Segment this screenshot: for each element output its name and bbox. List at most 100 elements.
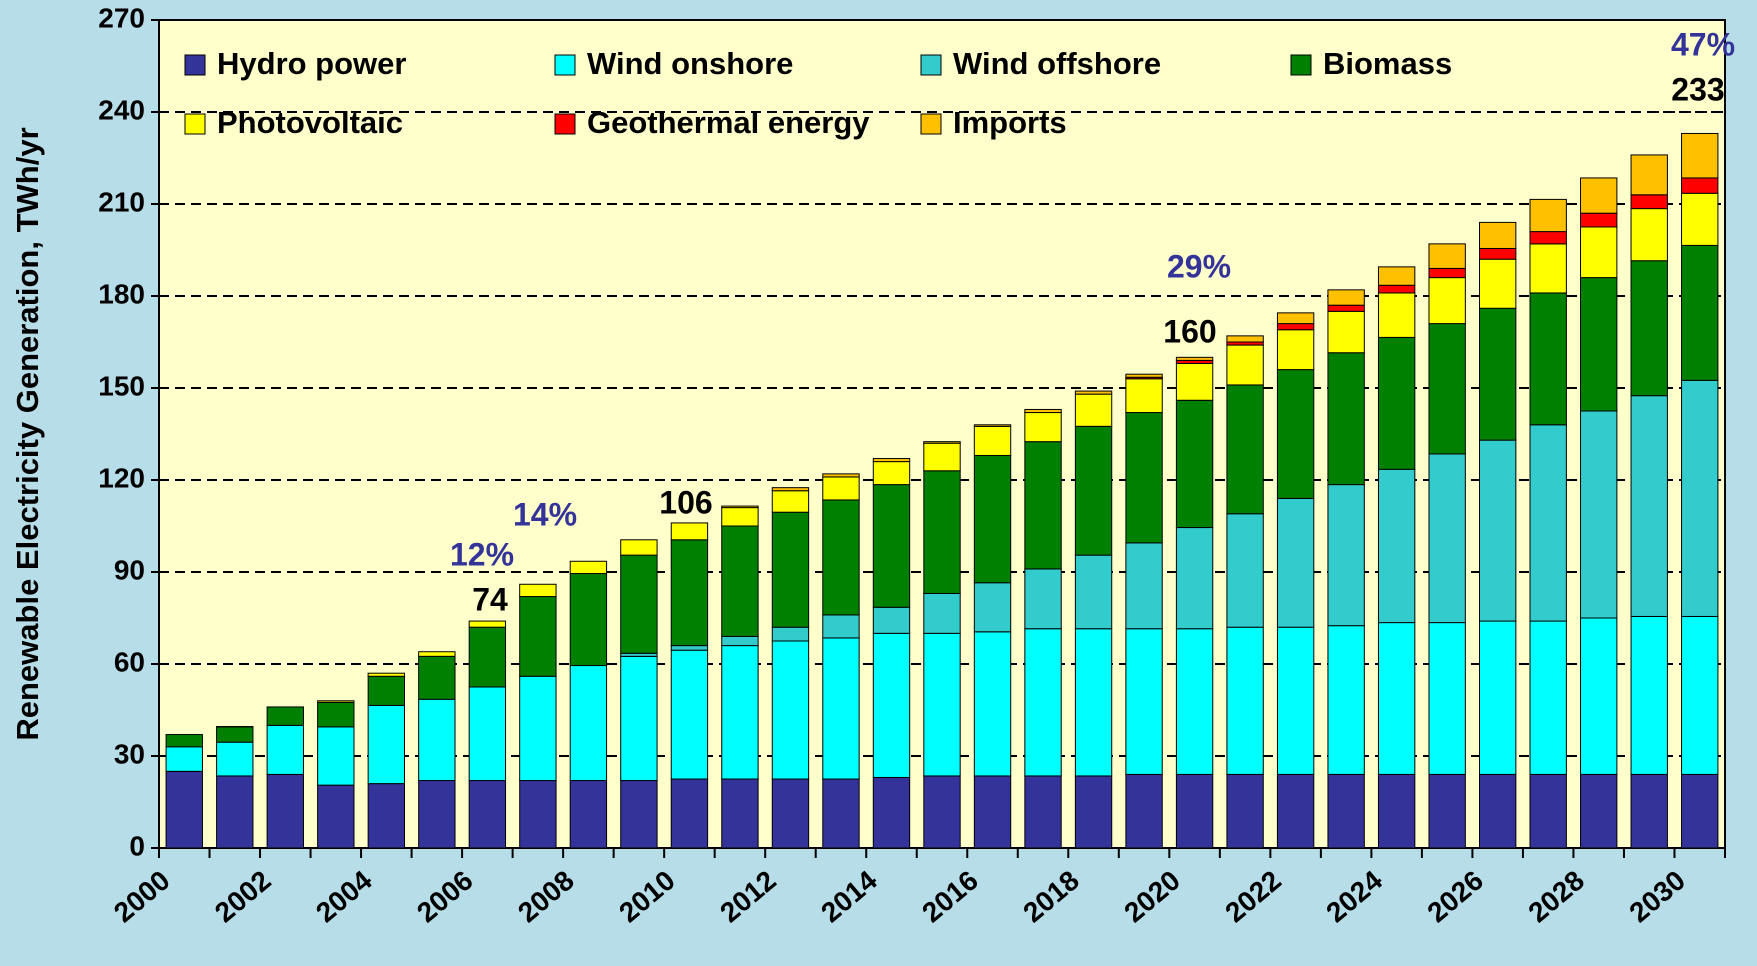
bar-segment xyxy=(1630,260,1668,397)
bar-segment xyxy=(1377,468,1416,624)
bar-segment xyxy=(822,476,860,501)
bar-segment xyxy=(1074,554,1113,630)
bar-segment xyxy=(872,461,911,486)
bar-segment xyxy=(670,778,709,849)
legend-label: Imports xyxy=(953,105,1067,140)
legend-swatch xyxy=(184,113,206,135)
bar-segment xyxy=(771,511,810,628)
bar-segment xyxy=(923,470,961,594)
bar-segment xyxy=(1428,323,1466,455)
bar-segment xyxy=(216,775,254,849)
bar-segment xyxy=(1226,384,1264,515)
bar-segment xyxy=(1529,773,1567,849)
y-tick-label: 150 xyxy=(98,370,145,401)
y-tick-label: 210 xyxy=(98,186,145,217)
bar-segment xyxy=(1175,399,1214,529)
bar-segment xyxy=(1529,292,1567,426)
bar-segment xyxy=(1580,773,1618,849)
bar-segment xyxy=(468,626,507,688)
y-tick-label: 270 xyxy=(98,2,145,33)
bar-segment xyxy=(721,635,759,647)
bar-segment xyxy=(1580,410,1618,619)
bar-segment xyxy=(1580,177,1618,214)
bar-segment xyxy=(1529,198,1567,233)
bar-segment xyxy=(721,505,759,509)
bar-segment xyxy=(1377,336,1416,470)
bar-segment xyxy=(1327,484,1365,627)
bar-segment xyxy=(872,632,911,778)
bar-segment xyxy=(1580,277,1618,412)
annotation: 12% xyxy=(450,536,514,572)
bar-segment xyxy=(822,473,860,478)
bar-segment xyxy=(266,773,304,849)
bar-segment xyxy=(771,640,810,780)
bar-segment xyxy=(1681,615,1719,775)
bar-segment xyxy=(923,441,961,444)
bar-segment xyxy=(1276,497,1315,628)
bar-segment xyxy=(1428,622,1466,775)
bar-segment xyxy=(266,706,304,726)
bar-segment xyxy=(771,487,810,492)
bar-segment xyxy=(872,484,911,608)
legend-swatch xyxy=(920,113,942,135)
bar-segment xyxy=(1125,378,1163,414)
bar-segment xyxy=(1630,615,1668,775)
bar-segment xyxy=(1074,425,1113,556)
bar-segment xyxy=(1478,773,1517,849)
legend-swatch xyxy=(1290,54,1312,76)
y-tick-label: 30 xyxy=(114,738,145,769)
bar-segment xyxy=(569,573,608,667)
bar-segment xyxy=(1125,628,1163,775)
bar-segment xyxy=(771,490,810,513)
bar-segment xyxy=(1074,390,1113,395)
bar-segment xyxy=(317,700,355,703)
bar-segment xyxy=(620,655,658,782)
bar-segment xyxy=(1580,212,1618,228)
bar-segment xyxy=(1580,617,1618,775)
bar-segment xyxy=(721,507,759,527)
bar-segment xyxy=(1630,395,1668,617)
bar-segment xyxy=(468,686,507,782)
bar-segment xyxy=(1377,773,1416,849)
bar-segment xyxy=(1074,775,1113,849)
bar-segment xyxy=(1377,266,1416,286)
annotation: 160 xyxy=(1163,313,1216,349)
bar-segment xyxy=(216,726,254,743)
bar-segment xyxy=(872,776,911,849)
bar-segment xyxy=(1276,329,1315,371)
bar-segment xyxy=(1175,527,1214,630)
bar-segment xyxy=(721,778,759,849)
bar-segment xyxy=(1125,542,1163,630)
annotation: 14% xyxy=(513,496,577,532)
bar-segment xyxy=(973,425,1012,456)
bar-segment xyxy=(771,778,810,849)
bar-segment xyxy=(1175,628,1214,775)
bar-segment xyxy=(468,620,507,628)
bar-segment xyxy=(367,704,406,785)
bar-segment xyxy=(1276,323,1315,331)
bar-segment xyxy=(569,780,608,849)
legend-label: Biomass xyxy=(1323,46,1452,81)
bar-segment xyxy=(367,783,406,849)
bar-segment xyxy=(1327,304,1365,312)
y-tick-label: 90 xyxy=(114,554,145,585)
bar-segment xyxy=(1630,208,1668,262)
bar-segment xyxy=(1428,267,1466,279)
bar-segment xyxy=(1175,356,1214,361)
bar-segment xyxy=(1478,247,1517,260)
bar-segment xyxy=(1175,773,1214,849)
bar-segment xyxy=(721,645,759,780)
bar-segment xyxy=(1630,154,1668,196)
bar-segment xyxy=(418,655,456,700)
bar-segment xyxy=(317,726,355,786)
bar-segment xyxy=(165,746,203,772)
bar-segment xyxy=(418,698,456,782)
bar-segment xyxy=(1226,773,1264,849)
bar-segment xyxy=(165,770,203,849)
bar-segment xyxy=(1428,243,1466,269)
y-tick-label: 0 xyxy=(129,830,145,861)
legend-swatch xyxy=(184,54,206,76)
bar-segment xyxy=(670,645,709,651)
bar-segment xyxy=(1377,622,1416,775)
